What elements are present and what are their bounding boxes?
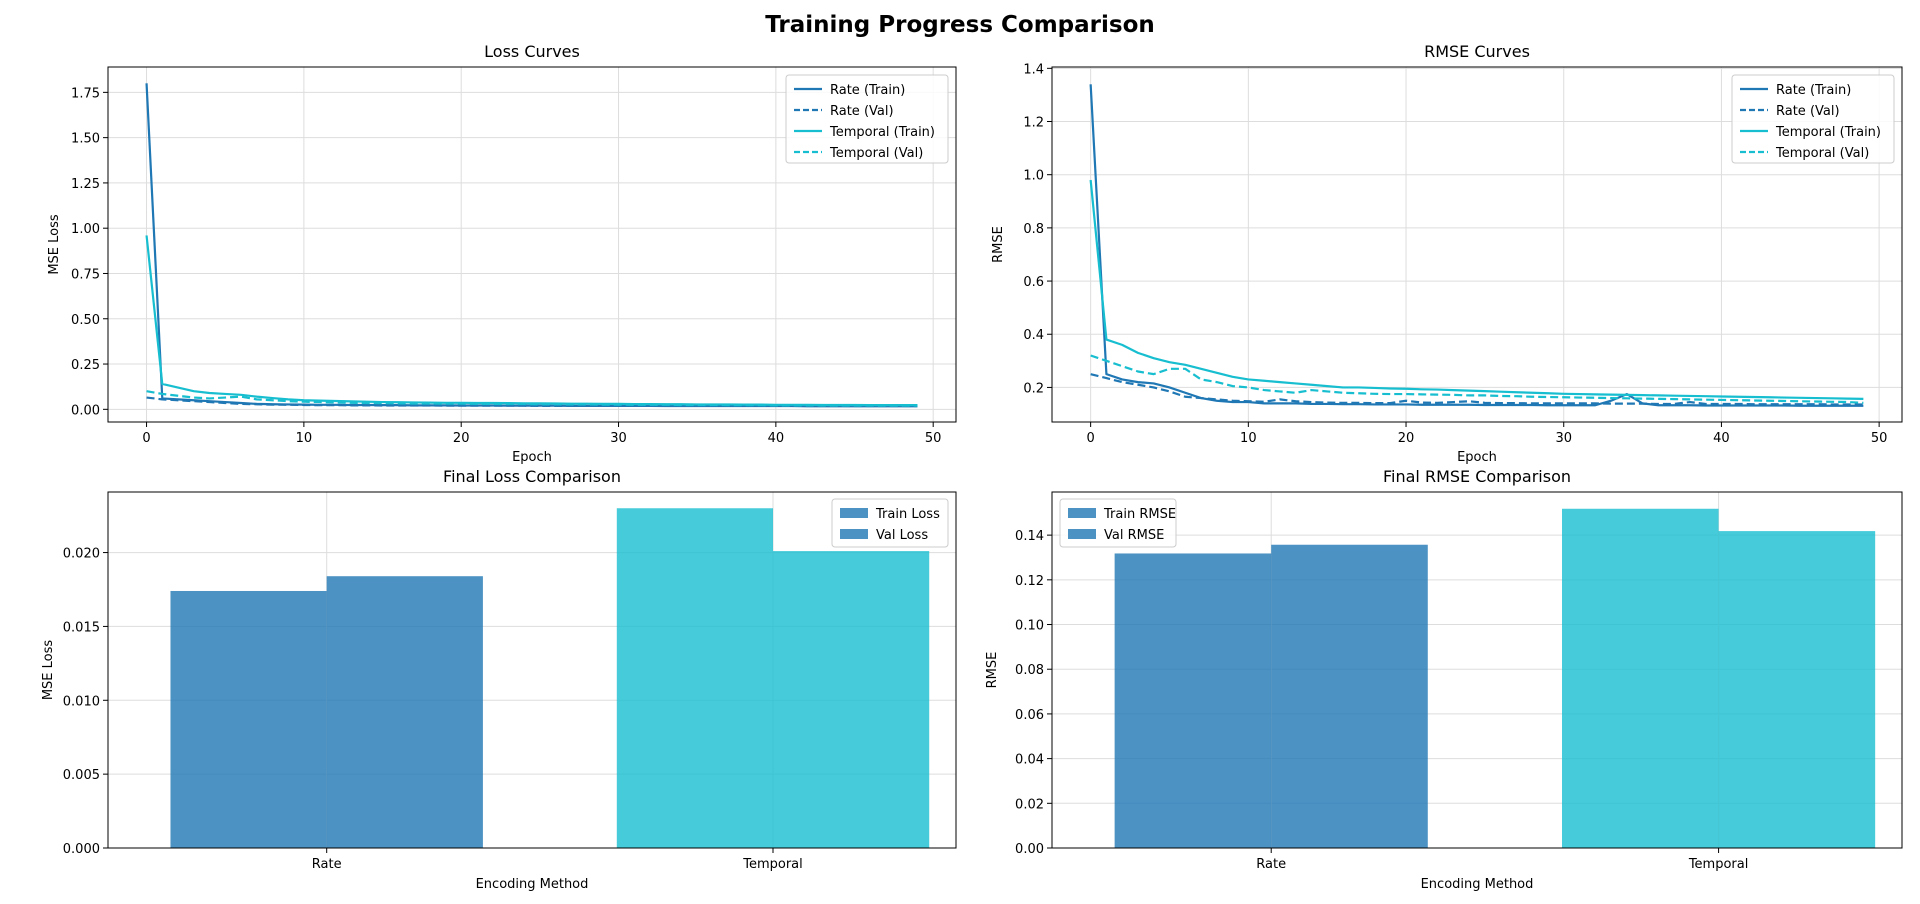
y-tick-label: 1.0	[1023, 169, 1044, 184]
y-tick-label: 0.75	[71, 267, 100, 282]
x-tick-label: 50	[1871, 431, 1888, 446]
category-label: Rate	[1256, 857, 1286, 872]
x-axis-label: Epoch	[1457, 450, 1497, 465]
legend-box	[1731, 74, 1895, 164]
y-axis-label: MSE Loss	[47, 214, 62, 275]
series-line-temporal-val	[146, 390, 918, 407]
y-tick-label: 1.25	[71, 177, 100, 192]
legend-label: Val Loss	[876, 528, 928, 543]
x-tick-label: 40	[768, 431, 785, 446]
chart-title: RMSE Curves	[1424, 42, 1530, 61]
y-tick-label: 0.06	[1015, 708, 1044, 723]
y-axis-label: RMSE	[985, 652, 1000, 689]
chart-title: Final RMSE Comparison	[1383, 467, 1571, 486]
legend-box	[785, 74, 949, 164]
y-tick-label: 0.08	[1015, 663, 1044, 678]
figure-title: Training Progress Comparison	[765, 12, 1155, 38]
x-tick-label: 0	[142, 431, 150, 446]
legend-label: Rate (Val)	[1776, 104, 1840, 119]
legend-swatch	[840, 508, 868, 518]
y-tick-label: 0.010	[63, 694, 100, 709]
y-tick-label: 0.04	[1015, 753, 1044, 768]
series-line-temporal-train	[1089, 179, 1864, 400]
y-tick-label: 0.015	[63, 620, 100, 635]
y-tick-label: 0.4	[1023, 328, 1044, 343]
x-tick-label: 20	[453, 431, 470, 446]
y-tick-label: 0.02	[1015, 797, 1044, 812]
bar-train-loss-rate	[170, 590, 327, 848]
y-tick-label: 1.00	[71, 222, 100, 237]
y-tick-label: 0.25	[71, 358, 100, 373]
y-tick-label: 1.2	[1023, 116, 1044, 131]
x-axis-label: Encoding Method	[476, 877, 589, 892]
x-tick-label: 10	[296, 431, 313, 446]
y-tick-label: 0.14	[1015, 529, 1044, 544]
series-line-rate-train	[1089, 84, 1864, 407]
legend-label: Val RMSE	[1104, 528, 1164, 543]
category-label: Temporal	[742, 857, 803, 872]
y-tick-label: 0.2	[1023, 381, 1044, 396]
legend-label: Temporal (Train)	[829, 125, 935, 140]
bar-train-rmse-rate	[1114, 553, 1272, 848]
plot-frame	[107, 66, 957, 423]
y-tick-label: 1.50	[71, 132, 100, 147]
y-tick-label: 0.020	[63, 547, 100, 562]
x-axis-label: Epoch	[512, 450, 552, 465]
x-axis-label: Encoding Method	[1421, 877, 1534, 892]
y-axis-label: RMSE	[991, 226, 1006, 263]
series-line-rate-val	[1090, 373, 1864, 406]
y-tick-label: 0.8	[1023, 222, 1044, 237]
legend-label: Train RMSE	[1103, 507, 1176, 522]
y-tick-label: 0.50	[71, 313, 100, 328]
bar-val-rmse-rate	[1271, 544, 1428, 848]
y-tick-label: 0.000	[63, 842, 100, 857]
loss-curves-chart: 0 10 20 30 40 50 0.00 0.25 0.50 0.75 1.00 1.25 1.50 1…	[47, 42, 957, 465]
y-tick-label: 1.75	[71, 86, 100, 101]
legend-label: Temporal (Train)	[1775, 125, 1881, 140]
y-axis-label: MSE Loss	[41, 640, 56, 701]
chart-title: Loss Curves	[484, 42, 580, 61]
plot-frame	[1051, 491, 1903, 849]
y-tick-label: 0.00	[1015, 842, 1044, 857]
legend-label: Rate (Val)	[830, 104, 894, 119]
loss-curves-panel: 0 10 20 30 40 50 0.00 0.25 0.50 0.75 1.00 1.25 1.50 1…	[47, 42, 957, 465]
y-tick-label: 0.12	[1015, 574, 1044, 589]
bar-val-rmse-temporal	[1718, 531, 1876, 848]
legend-label: Train Loss	[875, 507, 940, 522]
legend-label: Temporal (Val)	[1775, 146, 1869, 161]
legend-label: Rate (Train)	[830, 83, 905, 98]
x-tick-label: 50	[925, 431, 942, 446]
legend-swatch	[1068, 529, 1096, 539]
chart-title: Final Loss Comparison	[443, 467, 621, 486]
y-tick-label: 0.6	[1023, 275, 1044, 290]
x-tick-label: 30	[1555, 431, 1572, 446]
bar-val-loss-temporal	[773, 551, 930, 848]
y-tick-label: 0.00	[71, 403, 100, 418]
bar-train-rmse-temporal	[1562, 508, 1719, 848]
legend-swatch	[840, 529, 868, 539]
x-tick-label: 10	[1240, 431, 1257, 446]
plot-frame	[107, 491, 957, 849]
legend-label: Temporal (Val)	[829, 146, 923, 161]
category-label: Rate	[312, 857, 342, 872]
y-tick-label: 0.005	[63, 768, 100, 783]
legend-swatch	[1068, 508, 1096, 518]
x-tick-label: 40	[1713, 431, 1730, 446]
y-tick-label: 0.10	[1015, 619, 1044, 634]
category-label: Temporal	[1688, 857, 1749, 872]
bar-val-loss-rate	[326, 576, 483, 848]
series-line-temporal-val	[1090, 354, 1864, 404]
plot-frame	[1051, 66, 1903, 423]
bar-train-loss-temporal	[616, 508, 774, 848]
legend-label: Rate (Train)	[1776, 83, 1851, 98]
y-tick-label: 1.4	[1023, 62, 1044, 77]
x-tick-label: 30	[610, 431, 627, 446]
x-tick-label: 0	[1086, 431, 1094, 446]
x-tick-label: 20	[1398, 431, 1415, 446]
